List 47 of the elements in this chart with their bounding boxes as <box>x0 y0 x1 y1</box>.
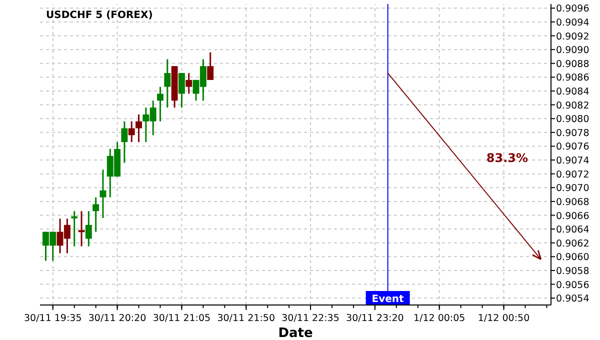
y-tick-label: 0.9080 <box>556 114 590 126</box>
annotation: 83.3% <box>486 151 528 166</box>
x-tick-label: 30/11 21:05 <box>152 313 211 324</box>
x-axis-title: Date <box>278 326 313 340</box>
candlestick <box>136 114 142 143</box>
candlestick <box>157 86 164 122</box>
y-tick-label: 0.9090 <box>556 45 590 56</box>
x-tick-label: 30/11 19:35 <box>24 313 82 324</box>
y-tick-label: 0.9064 <box>556 224 590 236</box>
candlestick <box>100 168 106 219</box>
y-tick-label: 0.9072 <box>556 169 590 180</box>
y-tick-label: 0.9086 <box>556 72 590 84</box>
candlestick <box>178 72 185 108</box>
candlestick <box>71 210 78 248</box>
y-tick-label: 0.9088 <box>556 58 590 70</box>
y-tick-label: 0.9078 <box>556 128 590 139</box>
y-tick-label: 0.9070 <box>556 183 590 194</box>
y-tick-label: 0.9084 <box>556 86 590 98</box>
y-tick-label: 0.9082 <box>556 100 590 112</box>
x-tick-label: 30/11 23:20 <box>346 313 404 324</box>
y-tick-label: 0.9062 <box>556 238 590 250</box>
y-tick-label: 0.9058 <box>556 266 590 277</box>
y-tick-label: 0.9092 <box>556 31 590 42</box>
x-tick-label: 30/11 22:35 <box>282 313 340 324</box>
candlestick <box>164 58 171 108</box>
candlestick <box>186 72 192 94</box>
x-tick-label: 30/11 20:20 <box>88 313 146 324</box>
candlestick <box>85 210 92 248</box>
x-tick-label: 1/12 00:05 <box>413 313 466 324</box>
y-tick-label: 0.9068 <box>556 196 590 208</box>
y-tick-label: 0.9056 <box>556 280 590 291</box>
text: USDCHF 5 (FOREX) <box>46 10 153 21</box>
y-tick-label: 0.9074 <box>556 156 590 167</box>
x-tick-label: 1/12 00:50 <box>478 313 530 324</box>
candlestick <box>92 196 100 233</box>
ref-line-label: Event <box>372 294 404 305</box>
y-tick-label: 0.9076 <box>556 142 590 153</box>
x-tick-label: 30/11 21:50 <box>217 313 276 324</box>
candlestick <box>207 52 214 81</box>
y-tick-label: 0.9060 <box>556 252 590 264</box>
y-tick-label: 0.9066 <box>556 210 590 222</box>
candlestick <box>128 120 135 143</box>
y-tick-label: 0.9096 <box>556 4 590 15</box>
candlestick <box>78 210 85 248</box>
y-tick-label: 0.9054 <box>556 294 590 305</box>
y-tick-label: 0.9094 <box>556 17 590 28</box>
candlestick <box>121 120 128 164</box>
